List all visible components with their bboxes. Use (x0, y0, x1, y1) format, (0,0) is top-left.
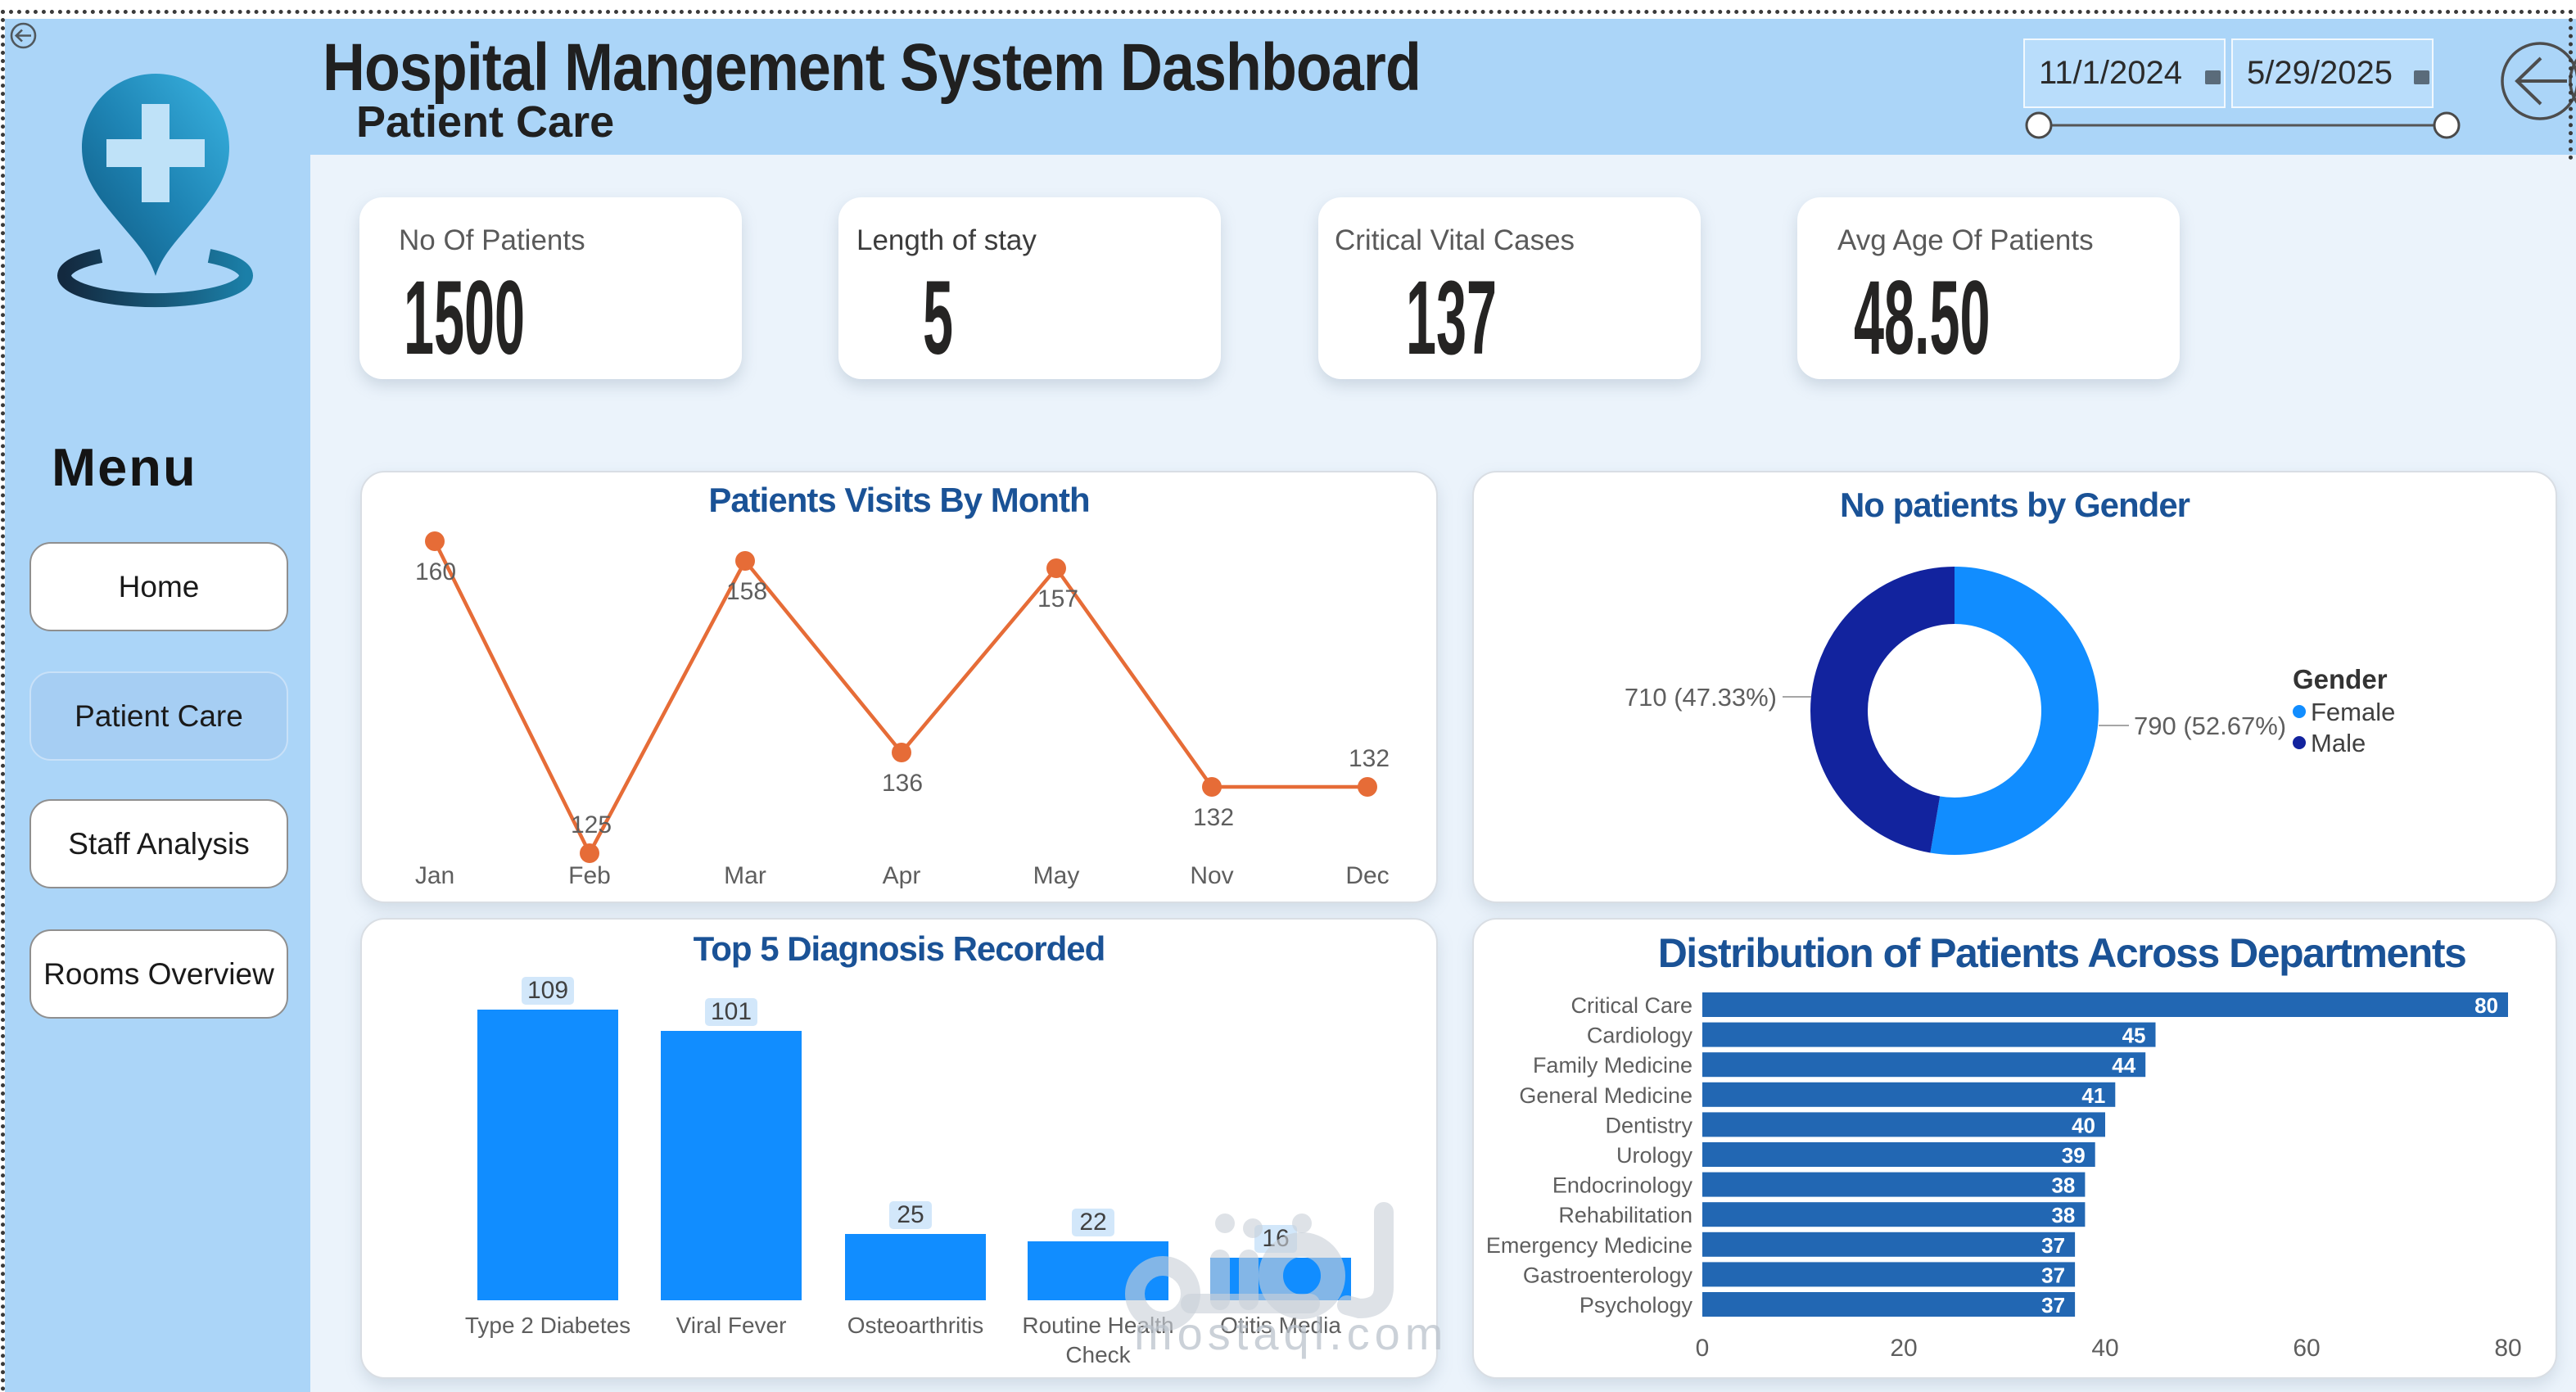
svg-text:132: 132 (1349, 745, 1390, 772)
svg-text:109: 109 (527, 977, 568, 1004)
svg-text:May: May (1033, 862, 1080, 889)
svg-text:Mar: Mar (724, 862, 766, 889)
svg-text:80: 80 (2494, 1335, 2521, 1362)
svg-text:Emergency Medicine: Emergency Medicine (1486, 1233, 1692, 1258)
svg-text:20: 20 (1890, 1335, 1917, 1362)
svg-text:39: 39 (2062, 1143, 2086, 1168)
svg-text:Psychology: Psychology (1579, 1293, 1693, 1317)
svg-text:44: 44 (2112, 1053, 2135, 1078)
svg-text:Rehabilitation: Rehabilitation (1558, 1203, 1692, 1227)
svg-text:Nov: Nov (1190, 862, 1233, 889)
svg-text:Gender: Gender (2293, 664, 2388, 694)
svg-text:Check: Check (1065, 1342, 1131, 1367)
svg-text:38: 38 (2051, 1203, 2075, 1227)
svg-text:Critical Care: Critical Care (1570, 993, 1692, 1018)
svg-text:Type 2 Diabetes: Type 2 Diabetes (465, 1313, 630, 1338)
svg-text:Viral Fever: Viral Fever (676, 1313, 787, 1338)
svg-text:37: 37 (2041, 1293, 2065, 1317)
svg-text:160: 160 (415, 558, 456, 585)
svg-text:38: 38 (2051, 1173, 2075, 1198)
svg-text:Urology: Urology (1616, 1143, 1693, 1168)
svg-text:41: 41 (2081, 1083, 2105, 1108)
svg-text:45: 45 (2122, 1024, 2146, 1048)
svg-text:37: 37 (2041, 1263, 2065, 1287)
svg-text:Female: Female (2311, 698, 2395, 726)
svg-text:Family Medicine: Family Medicine (1533, 1053, 1692, 1078)
svg-text:Cardiology: Cardiology (1587, 1024, 1693, 1048)
svg-text:0: 0 (1696, 1335, 1710, 1362)
svg-text:136: 136 (882, 770, 923, 797)
svg-text:25: 25 (897, 1201, 924, 1228)
svg-text:Feb: Feb (568, 862, 611, 889)
svg-text:40: 40 (2091, 1335, 2118, 1362)
svg-text:General Medicine: General Medicine (1519, 1083, 1692, 1108)
svg-text:158: 158 (726, 578, 767, 605)
svg-text:mostaql.com: mostaql.com (1134, 1308, 1448, 1359)
svg-text:790 (52.67%): 790 (52.67%) (2134, 712, 2286, 740)
svg-text:132: 132 (1193, 804, 1234, 831)
svg-text:22: 22 (1079, 1209, 1106, 1236)
svg-text:157: 157 (1037, 585, 1078, 612)
svg-text:710 (47.33%): 710 (47.33%) (1625, 683, 1777, 712)
svg-text:60: 60 (2293, 1335, 2320, 1362)
svg-text:Jan: Jan (415, 862, 454, 889)
svg-text:101: 101 (711, 998, 752, 1025)
svg-text:Otitis Media: Otitis Media (1220, 1313, 1341, 1338)
svg-text:Apr: Apr (883, 862, 921, 889)
svg-text:125: 125 (571, 811, 612, 838)
svg-text:37: 37 (2041, 1233, 2065, 1258)
svg-text:Male: Male (2311, 729, 2366, 757)
svg-text:Dentistry: Dentistry (1605, 1113, 1692, 1137)
svg-text:40: 40 (2072, 1113, 2095, 1137)
svg-text:Osteoarthritis: Osteoarthritis (847, 1313, 984, 1338)
svg-text:Endocrinology: Endocrinology (1552, 1173, 1693, 1198)
svg-text:Dec: Dec (1345, 862, 1389, 889)
svg-text:Gastroenterology: Gastroenterology (1523, 1263, 1693, 1287)
svg-text:80: 80 (2474, 993, 2498, 1018)
